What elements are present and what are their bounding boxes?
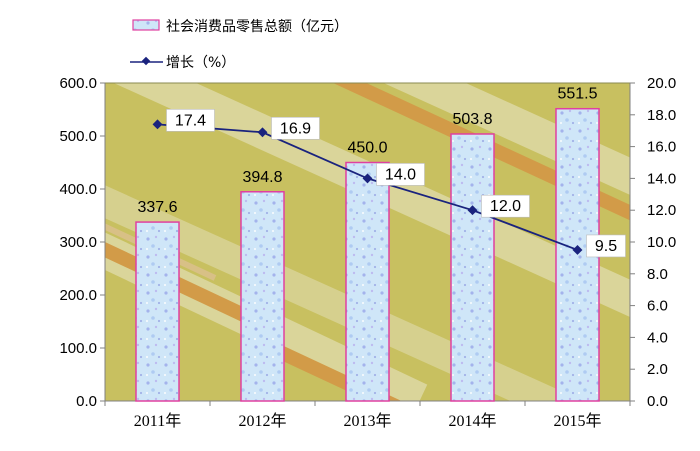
x-ticks: 2011年 2012年 2013年 2014年 2015年 bbox=[104, 401, 631, 430]
legend-bar-swatch bbox=[132, 19, 160, 31]
line-label-box bbox=[586, 234, 626, 258]
line-label-box bbox=[271, 116, 320, 140]
bar-data-label: 551.5 bbox=[557, 86, 597, 103]
right-tick-label: 12.0 bbox=[647, 202, 676, 219]
line-data-label: 14.0 bbox=[385, 166, 416, 183]
x-tick-label: 2015年 bbox=[553, 412, 601, 430]
legend-line-marker bbox=[141, 56, 151, 66]
right-tick-label: 18.0 bbox=[647, 107, 676, 124]
x-tick-label: 2011年 bbox=[134, 412, 181, 430]
left-tick-label: 500.0 bbox=[59, 128, 97, 145]
line-point bbox=[152, 119, 163, 130]
bar-data-label: 503.8 bbox=[452, 111, 492, 128]
line-label-box bbox=[376, 163, 425, 186]
legend: 社会消费品零售总额（亿元） 增长（%） bbox=[130, 19, 348, 71]
legend-line-label: 增长（%） bbox=[166, 55, 235, 71]
line-data-label: 17.4 bbox=[175, 112, 206, 129]
bar-data-label: 450.0 bbox=[347, 140, 387, 157]
legend-bar-label: 社会消费品零售总额（亿元） bbox=[166, 19, 348, 35]
bar-data-labels: 337.6 394.8 450.0 503.8 551.5 bbox=[137, 86, 597, 216]
line-point bbox=[362, 173, 373, 184]
bar-series bbox=[135, 107, 600, 402]
left-y-ticks: 0.0 100.0 200.0 300.0 400.0 500.0 600.0 bbox=[59, 75, 105, 410]
left-tick-label: 400.0 bbox=[59, 181, 97, 198]
x-tick-label: 2012年 bbox=[238, 412, 286, 430]
right-tick-label: 14.0 bbox=[647, 170, 676, 187]
line-label-box bbox=[166, 109, 215, 132]
line-series bbox=[152, 119, 583, 255]
left-tick-label: 600.0 bbox=[59, 75, 97, 92]
bar-data-label: 337.6 bbox=[137, 199, 177, 216]
right-tick-label: 8.0 bbox=[647, 266, 668, 283]
line-point bbox=[572, 245, 583, 255]
line-label-box bbox=[481, 194, 530, 218]
left-tick-label: 200.0 bbox=[59, 287, 97, 304]
line-point bbox=[257, 127, 268, 138]
right-tick-label: 4.0 bbox=[647, 329, 668, 346]
line-data-labels: 17.4 16.9 14.0 12.0 9.5 bbox=[166, 109, 626, 258]
left-tick-label: 0.0 bbox=[76, 393, 97, 410]
bar bbox=[450, 133, 495, 402]
line-point bbox=[467, 205, 478, 216]
line-data-label: 12.0 bbox=[490, 198, 521, 215]
right-tick-label: 20.0 bbox=[647, 75, 676, 92]
right-tick-label: 10.0 bbox=[647, 234, 676, 251]
bar bbox=[345, 161, 390, 402]
bar bbox=[135, 221, 180, 402]
bar-data-label: 394.8 bbox=[242, 169, 282, 186]
right-y-ticks: 0.0 2.0 4.0 6.0 8.0 10.0 12.0 14.0 16.0 18.0 20.0 bbox=[630, 75, 676, 410]
x-tick-label: 2013年 bbox=[343, 412, 391, 430]
x-tick-label: 2014年 bbox=[448, 412, 496, 430]
line-data-label: 9.5 bbox=[595, 238, 617, 255]
line-data-label: 16.9 bbox=[280, 120, 311, 137]
right-tick-label: 16.0 bbox=[647, 139, 676, 156]
left-tick-label: 300.0 bbox=[59, 234, 97, 251]
right-tick-label: 2.0 bbox=[647, 361, 668, 378]
bar bbox=[240, 191, 285, 402]
right-tick-label: 0.0 bbox=[647, 393, 668, 410]
left-tick-label: 100.0 bbox=[59, 340, 97, 357]
right-tick-label: 6.0 bbox=[647, 298, 668, 315]
